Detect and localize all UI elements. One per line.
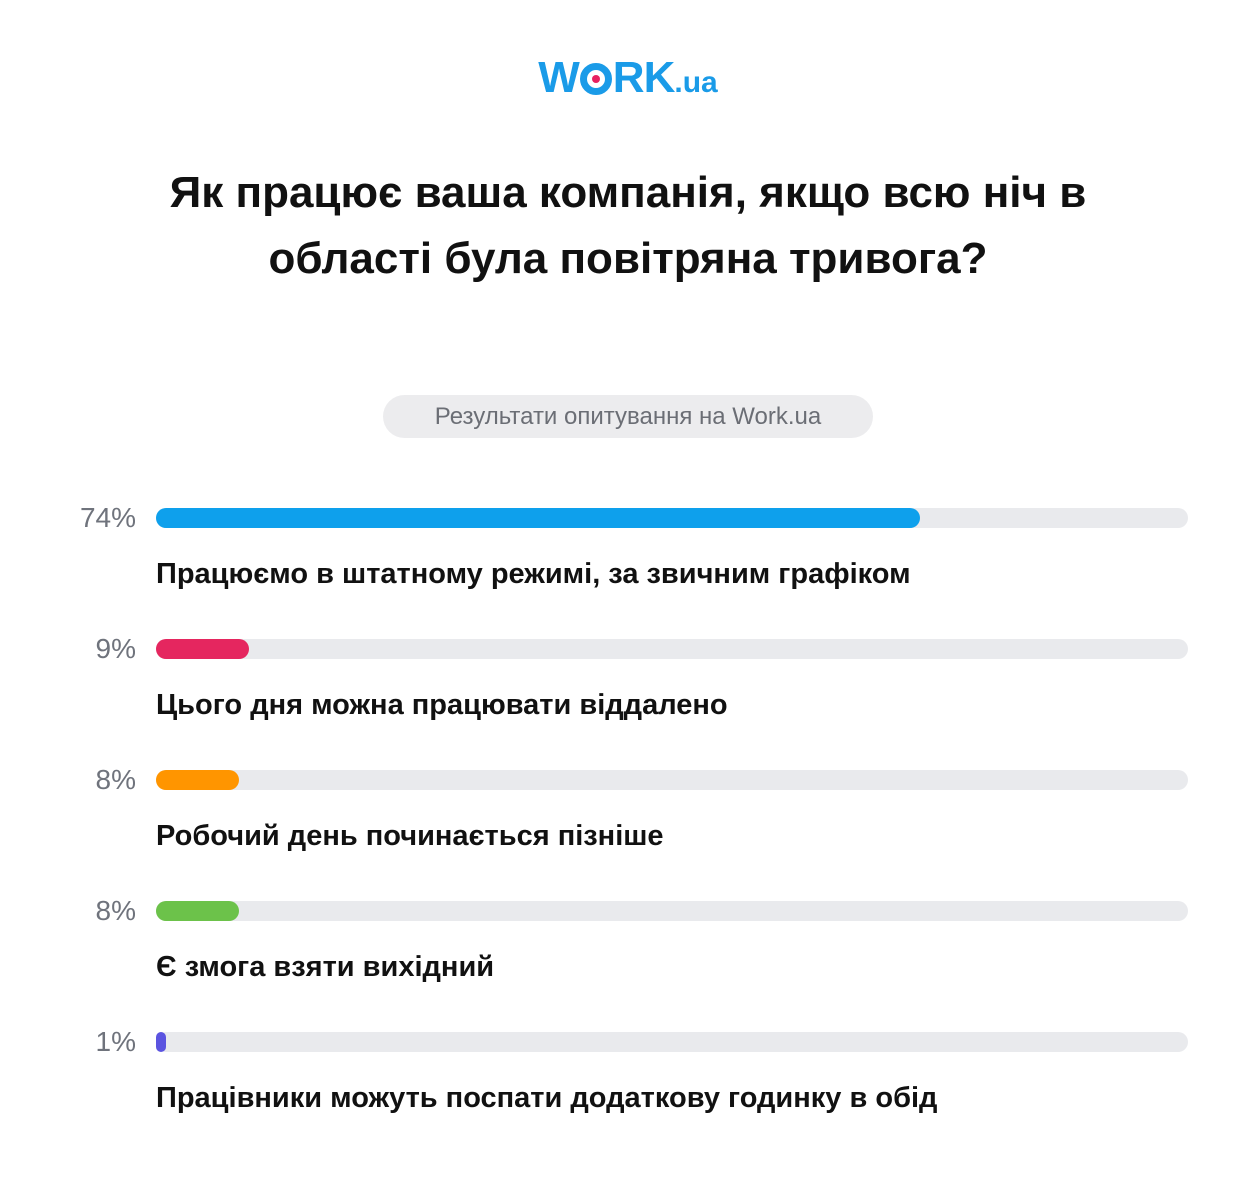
work-ua-logo: W RK.ua bbox=[0, 56, 1256, 100]
bar-value-label: 74% bbox=[79, 502, 136, 533]
bar-value-label: 8% bbox=[95, 764, 136, 795]
bar-track bbox=[156, 1032, 1188, 1052]
page-title: Як працює ваша компанія, якщо всю ніч в … bbox=[169, 168, 1087, 283]
bar-category-label: Працюємо в штатному режимі, за звичним г… bbox=[156, 558, 911, 590]
bar-fill bbox=[156, 901, 239, 921]
bar-row: 9% Цього дня можна працювати віддалено bbox=[0, 633, 1256, 749]
bar-track bbox=[156, 770, 1188, 790]
bar-category-label: Є змога взяти вихідний bbox=[156, 951, 495, 983]
bar-value-label: 9% bbox=[95, 633, 136, 664]
bar-row: 74% Працюємо в штатному режимі, за звични… bbox=[0, 502, 1256, 618]
bar-fill bbox=[156, 639, 249, 659]
bar-fill bbox=[156, 508, 920, 528]
logo-tld: .ua bbox=[674, 66, 718, 99]
bar-row: 8% Робочий день починається пізніше bbox=[0, 764, 1256, 880]
bar-fill bbox=[156, 1032, 167, 1052]
bar-row: 1% Працівники можуть поспати додаткову го… bbox=[0, 1026, 1256, 1142]
bar-category-label: Цього дня можна працювати віддалено bbox=[156, 689, 728, 721]
bar-category-label: Працівники можуть поспати додаткову годи… bbox=[156, 1082, 938, 1114]
bar-row: 8% Є змога взяти вихідний bbox=[0, 895, 1256, 1011]
bar-value-label: 8% bbox=[95, 895, 136, 926]
logo-text-left: W bbox=[538, 53, 580, 102]
bar-fill bbox=[156, 770, 239, 790]
bar-track bbox=[156, 639, 1188, 659]
logo-o-icon bbox=[579, 63, 612, 95]
bar-track bbox=[156, 508, 1188, 528]
survey-source-badge: Результати опитування на Work.ua bbox=[383, 395, 873, 438]
bar-track bbox=[156, 901, 1188, 921]
logo-text-right: RK bbox=[612, 53, 676, 102]
bar-category-label: Робочий день починається пізніше bbox=[156, 820, 664, 852]
bar-value-label: 1% bbox=[95, 1026, 136, 1057]
